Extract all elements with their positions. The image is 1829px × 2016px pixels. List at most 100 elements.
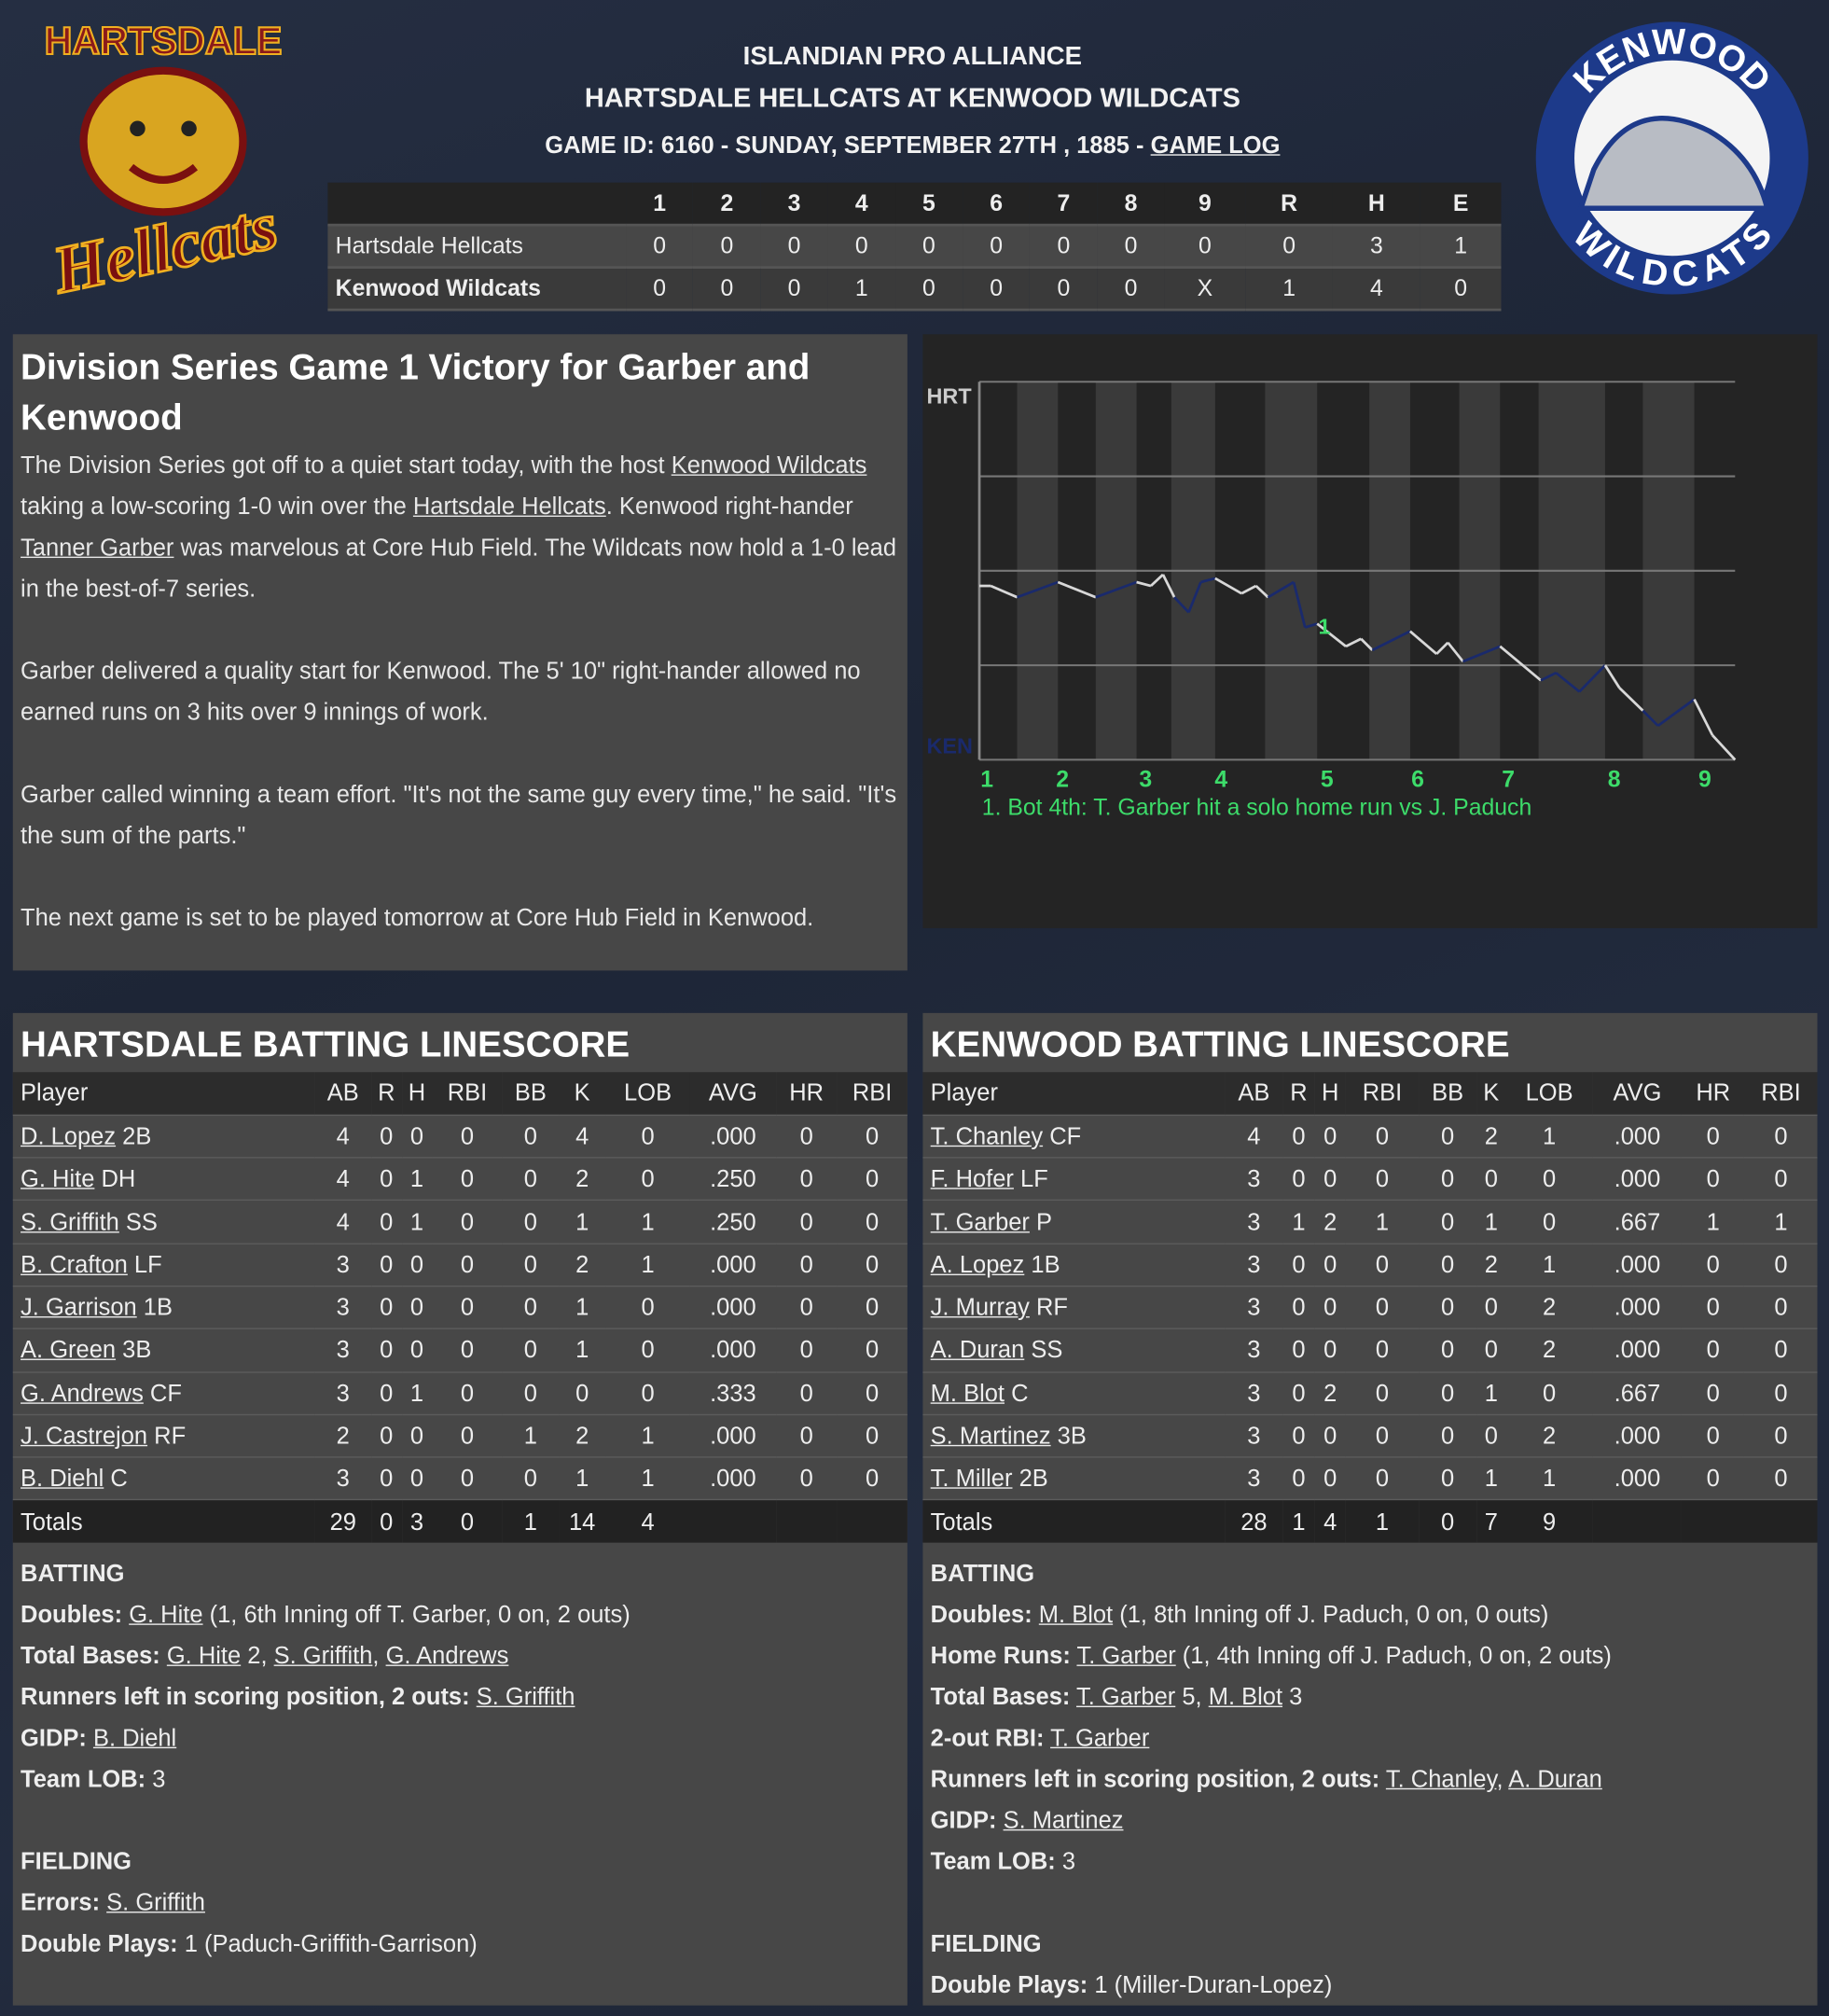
win-prob-segment: [1618, 687, 1644, 712]
player-position: SS: [125, 1207, 158, 1235]
note-line: Doubles: M. Blot (1, 8th Inning off J. P…: [931, 1594, 1810, 1635]
link[interactable]: G. Hite: [166, 1642, 242, 1670]
stat-cell: 0: [502, 1457, 560, 1501]
win-prob-segment: [1292, 581, 1307, 628]
player-link[interactable]: F. Hofer: [930, 1164, 1014, 1192]
totals-cell: 1: [1346, 1500, 1419, 1543]
player-link[interactable]: M. Blot: [930, 1379, 1005, 1407]
player-link[interactable]: G. Andrews: [21, 1379, 144, 1407]
text: (1, 6th Inning off T. Garber, 0 on, 2 ou…: [202, 1600, 630, 1628]
player-row: S. Griffith SS 4 0 1 0 0 1 1.250 0 0: [12, 1200, 908, 1244]
stat-cell: 0: [837, 1158, 908, 1202]
link[interactable]: T. Chanley: [1385, 1765, 1497, 1793]
stat-cell: 3: [314, 1243, 371, 1287]
link[interactable]: A. Duran: [1508, 1765, 1602, 1793]
link[interactable]: S. Griffith: [476, 1683, 575, 1711]
link[interactable]: Kenwood Wildcats: [671, 451, 867, 479]
linescore-cell: X: [1164, 267, 1246, 312]
player-link[interactable]: T. Garber: [930, 1207, 1030, 1235]
stat-cell: .250: [689, 1158, 776, 1202]
link[interactable]: M. Blot: [1038, 1600, 1114, 1628]
note-line: Double Plays: 1 (Miller-Duran-Lopez): [931, 1965, 1810, 2006]
batting-title: HARTSDALE BATTING LINESCORE: [21, 1024, 630, 1064]
player-link[interactable]: T. Chanley: [930, 1121, 1044, 1149]
stat-cell: 1: [559, 1328, 606, 1373]
link[interactable]: G. Andrews: [385, 1642, 509, 1670]
player-link[interactable]: S. Martinez: [930, 1422, 1051, 1450]
stat-cell: .000: [1592, 1115, 1683, 1159]
stat-cell: 1: [605, 1200, 690, 1244]
player-link[interactable]: A. Lopez: [930, 1250, 1025, 1278]
stat-cell: 1: [1476, 1457, 1506, 1501]
win-prob-segment: [1173, 596, 1190, 614]
notes-section-title: FIELDING: [930, 1929, 1042, 1957]
stat-cell: 0: [1682, 1414, 1745, 1458]
batting-header-row: Player AB R H RBI BB K LOB AVG HR RBI: [922, 1072, 1818, 1116]
player-link[interactable]: J. Garrison: [21, 1293, 137, 1321]
linescore-col-header: 7: [1030, 182, 1098, 227]
stat-cell: 0: [1314, 1286, 1347, 1330]
stat-cell: 0: [1346, 1414, 1419, 1458]
player-link[interactable]: S. Griffith: [21, 1207, 119, 1235]
note-line: Total Bases: G. Hite 2, S. Griffith, G. …: [21, 1635, 900, 1676]
x-tick-label: 9: [1698, 767, 1711, 792]
link[interactable]: Tanner Garber: [21, 533, 174, 561]
player-link[interactable]: J. Castrejon: [21, 1422, 148, 1450]
player-link[interactable]: B. Diehl: [21, 1464, 104, 1492]
link[interactable]: Hartsdale Hellcats: [412, 492, 606, 520]
win-prob-segment: [1656, 698, 1696, 728]
game-info-text: GAME ID: 6160 - SUNDAY, SEPTEMBER 27TH ,…: [545, 131, 1151, 159]
link[interactable]: T. Garber: [1076, 1683, 1176, 1711]
win-prob-segment: [1150, 573, 1164, 588]
link[interactable]: S. Griffith: [106, 1888, 205, 1916]
stat-cell: 0: [1744, 1115, 1818, 1159]
link[interactable]: M. Blot: [1208, 1683, 1283, 1711]
totals-cell: 1: [502, 1500, 560, 1543]
player-row: B. Diehl C 3 0 0 0 0 1 1.000 0 0: [12, 1457, 908, 1501]
game-log-link[interactable]: GAME LOG: [1150, 131, 1281, 159]
stat-cell: 0: [1418, 1457, 1477, 1501]
stat-cell: 1: [1505, 1243, 1593, 1287]
stat-cell: 2: [559, 1414, 606, 1458]
player-row: S. Martinez 3B 3 0 0 0 0 0 2.000 0 0: [922, 1414, 1818, 1458]
link[interactable]: S. Griffith: [273, 1642, 373, 1670]
link[interactable]: G. Hite: [129, 1600, 203, 1628]
stat-cell: 0: [837, 1414, 908, 1458]
text: taking a low-scoring 1-0 win over the: [21, 492, 413, 520]
win-prob-segment: [1447, 641, 1464, 662]
player-link[interactable]: A. Duran: [930, 1336, 1025, 1364]
player-link[interactable]: J. Murray: [930, 1293, 1030, 1321]
stat-cell: 0: [1314, 1115, 1347, 1159]
player-link[interactable]: B. Crafton: [21, 1250, 128, 1278]
stat-cell: 0: [1744, 1286, 1818, 1330]
player-row: A. Green 3B 3 0 0 0 0 1 0.000 0 0: [12, 1328, 908, 1373]
x-tick-label: 1: [980, 767, 993, 792]
link[interactable]: S. Martinez: [1003, 1806, 1124, 1834]
note-label: Double Plays:: [930, 1970, 1088, 1998]
stat-cell: 1: [1346, 1200, 1419, 1244]
note-line: Errors: S. Griffith: [21, 1883, 900, 1924]
win-prob-segment: [1435, 641, 1449, 655]
stat-cell: 0: [432, 1328, 503, 1373]
linescore-cell: 1: [827, 267, 895, 312]
text: ,: [1496, 1765, 1509, 1793]
stat-cell: 0: [502, 1200, 560, 1244]
stat-cell: 1: [605, 1243, 690, 1287]
player-link[interactable]: D. Lopez: [21, 1121, 117, 1149]
totals-row: Totals 28 1 4 1 0 7 9: [922, 1500, 1818, 1543]
player-position: RF: [1035, 1293, 1068, 1321]
note-line: GIDP: S. Martinez: [931, 1800, 1810, 1842]
linescore-cell: 0: [1164, 225, 1246, 270]
player-link[interactable]: A. Green: [21, 1336, 117, 1364]
link[interactable]: T. Garber: [1050, 1724, 1150, 1752]
text: 1 (Miller-Duran-Lopez): [1094, 1970, 1333, 1998]
totals-cell: 28: [1225, 1500, 1283, 1543]
link[interactable]: B. Diehl: [92, 1724, 177, 1752]
player-link[interactable]: T. Miller: [930, 1464, 1013, 1492]
player-link[interactable]: G. Hite: [21, 1164, 95, 1192]
totals-label: Totals: [12, 1500, 315, 1543]
stat-cell: 0: [401, 1328, 433, 1373]
stat-cell: 0: [1744, 1158, 1818, 1202]
link[interactable]: T. Garber: [1076, 1642, 1176, 1670]
stat-cell: 0: [1314, 1414, 1347, 1458]
